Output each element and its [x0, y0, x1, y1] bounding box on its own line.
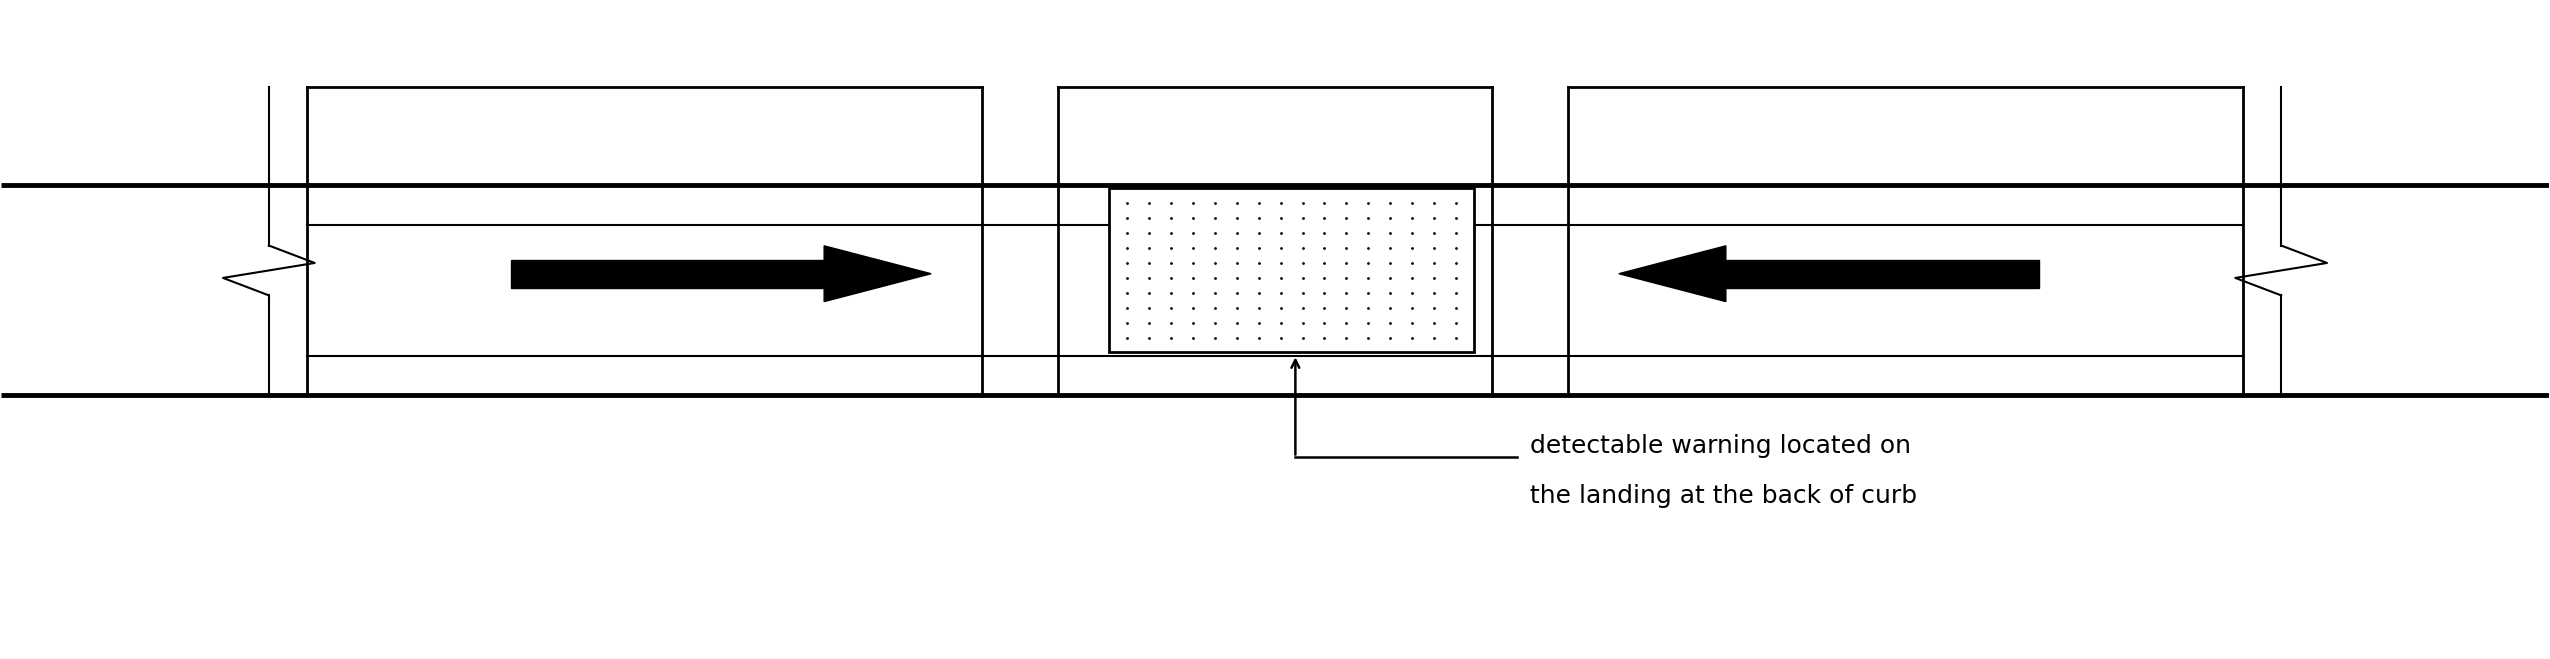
Text: the landing at the back of curb: the landing at the back of curb — [1530, 484, 1918, 507]
Text: detectable warning located on: detectable warning located on — [1530, 434, 1910, 459]
Polygon shape — [1619, 246, 1726, 302]
Bar — [1109, 188, 1474, 353]
Bar — [1726, 260, 2040, 287]
Polygon shape — [824, 246, 931, 302]
Bar — [510, 260, 824, 287]
